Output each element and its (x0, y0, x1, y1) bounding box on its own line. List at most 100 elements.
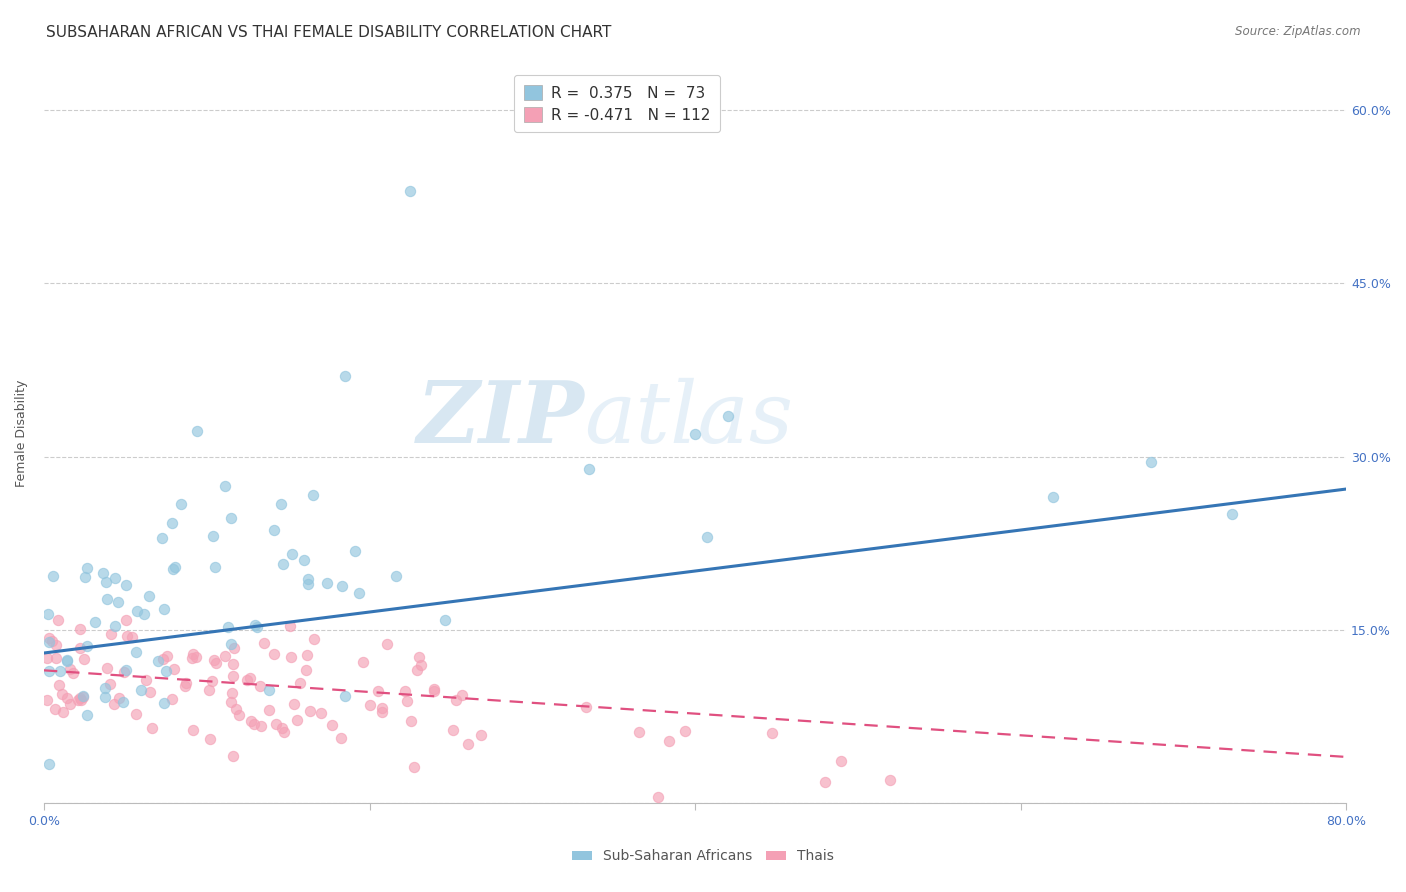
Point (73, 652, 96, 666)
Point (457, 737, 479, 751)
Point (257, 683, 280, 698)
Point (321, 718, 343, 732)
Point (100, 626, 122, 640)
Point (344, 544, 367, 558)
Point (117, 629, 139, 643)
Point (115, 663, 138, 677)
Text: Source: ZipAtlas.com: Source: ZipAtlas.com (1236, 25, 1361, 38)
Point (647, 790, 669, 805)
Point (181, 651, 204, 665)
Point (201, 673, 224, 688)
Text: SUBSAHARAN AFRICAN VS THAI FEMALE DISABILITY CORRELATION CHART: SUBSAHARAN AFRICAN VS THAI FEMALE DISABI… (46, 25, 612, 40)
Point (174, 675, 197, 690)
Point (181, 647, 204, 661)
Point (302, 632, 325, 646)
Point (450, 688, 472, 702)
Point (399, 184, 422, 198)
Point (281, 547, 304, 561)
Point (69, 641, 91, 656)
Point (72, 689, 94, 703)
Point (69, 691, 91, 706)
Point (263, 647, 285, 661)
Point (160, 691, 183, 706)
Point (96, 661, 118, 675)
Point (673, 723, 696, 738)
Point (219, 510, 242, 524)
Point (72, 690, 94, 705)
Point (108, 690, 131, 705)
Point (38, 634, 60, 648)
Point (48, 678, 70, 692)
Point (38, 665, 60, 679)
Point (311, 706, 333, 720)
Point (228, 708, 250, 723)
Point (125, 645, 148, 659)
Point (627, 724, 650, 739)
Point (156, 649, 179, 664)
Point (297, 572, 319, 586)
Point (91, 566, 114, 580)
Point (73, 570, 96, 584)
Point (37, 607, 59, 621)
Point (316, 576, 339, 591)
Point (219, 637, 242, 651)
Point (1042, 490, 1064, 504)
Point (55, 690, 77, 705)
Point (399, 714, 422, 729)
Point (408, 649, 430, 664)
Point (173, 679, 195, 693)
Point (93, 681, 115, 696)
Point (270, 721, 292, 735)
Point (37, 693, 59, 707)
Point (761, 725, 783, 739)
Point (222, 657, 245, 672)
Point (94, 690, 117, 704)
Point (217, 620, 239, 634)
Point (138, 685, 160, 699)
Point (814, 775, 837, 789)
Point (375, 637, 398, 651)
Point (96, 592, 118, 607)
Point (717, 409, 740, 424)
Point (273, 724, 295, 739)
Point (359, 698, 381, 712)
Point (62, 666, 84, 681)
Point (125, 706, 148, 721)
Point (155, 664, 177, 678)
Legend: Sub-Saharan Africans, Thais: Sub-Saharan Africans, Thais (567, 844, 839, 869)
Point (41, 633, 63, 648)
Point (69, 622, 91, 636)
Point (59, 697, 82, 711)
Point (302, 488, 325, 502)
Point (44, 702, 66, 716)
Text: ZIP: ZIP (416, 377, 585, 460)
Point (246, 620, 269, 634)
Point (76, 707, 98, 722)
Point (240, 714, 263, 728)
Point (385, 569, 408, 583)
Point (160, 516, 183, 530)
Point (257, 702, 280, 716)
Point (221, 686, 243, 700)
Point (371, 701, 394, 715)
Point (333, 368, 356, 383)
Point (138, 589, 160, 603)
Point (205, 656, 228, 670)
Point (67, 692, 90, 706)
Point (121, 630, 143, 644)
Point (186, 425, 208, 439)
Legend: R =  0.375   N =  73, R = -0.471   N = 112: R = 0.375 N = 73, R = -0.471 N = 112 (515, 76, 720, 132)
Point (297, 648, 319, 662)
Point (214, 648, 236, 663)
Point (76, 561, 98, 575)
Point (411, 658, 433, 673)
Point (104, 571, 127, 585)
Point (830, 754, 852, 768)
Point (76, 639, 98, 653)
Point (371, 705, 394, 719)
Point (295, 663, 318, 677)
Point (146, 654, 169, 668)
Point (288, 676, 311, 690)
Point (423, 684, 446, 698)
Point (696, 530, 718, 544)
